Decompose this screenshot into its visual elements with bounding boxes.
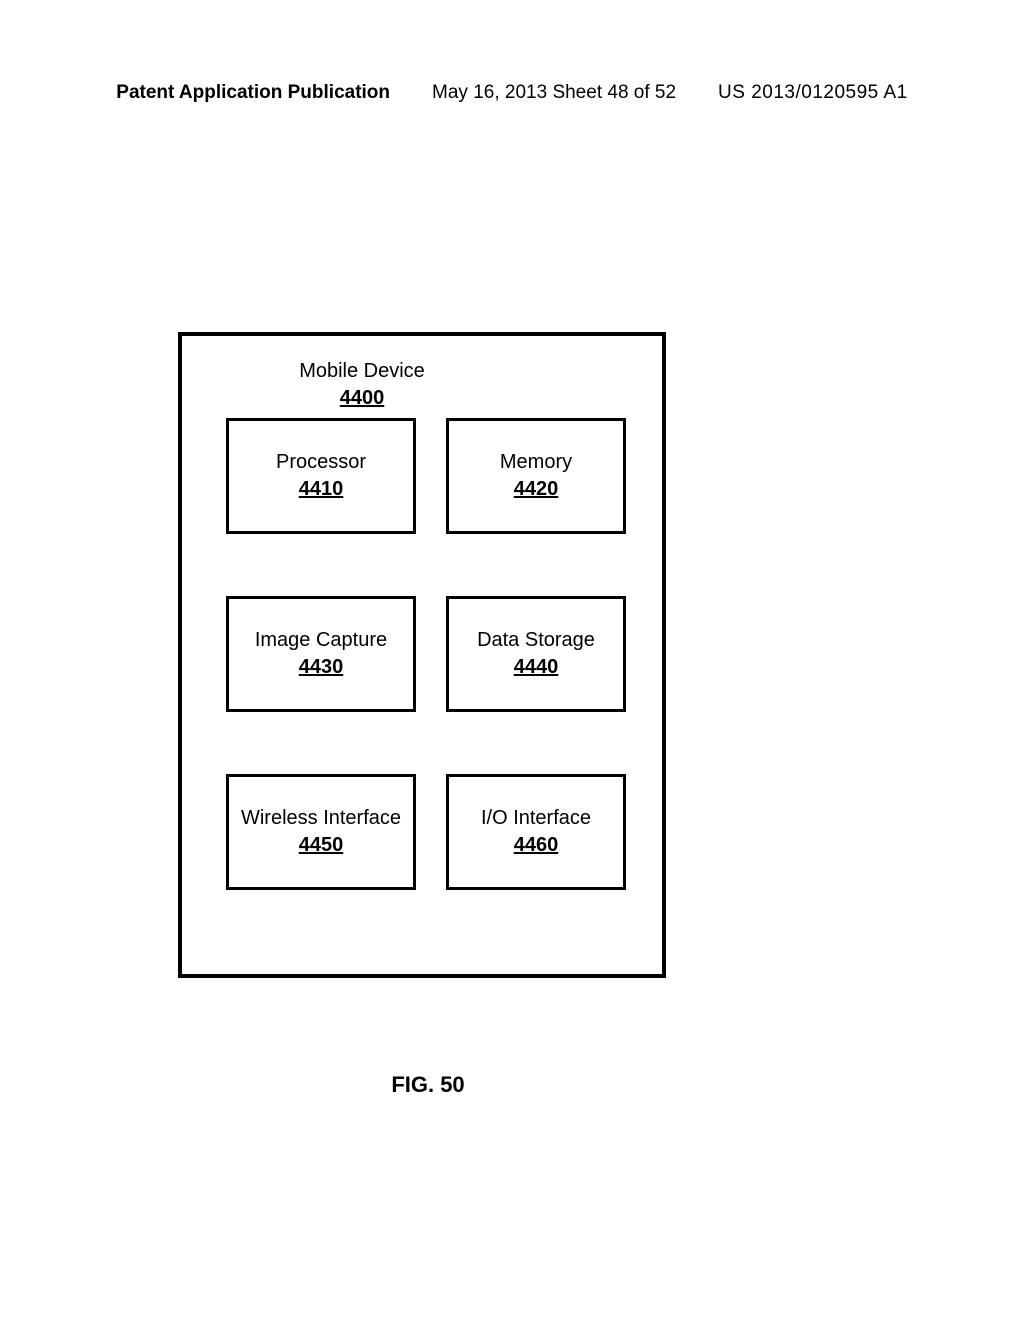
page-header: Patent Application Publication May 16, 2… xyxy=(0,82,1024,104)
component-box: I/O Interface 4460 xyxy=(446,774,626,890)
component-label: Wireless Interface xyxy=(241,807,401,830)
component-box: Image Capture 4430 xyxy=(226,596,416,712)
component-label: Memory xyxy=(500,451,572,474)
component-label: Image Capture xyxy=(255,629,387,652)
component-ref: 4430 xyxy=(299,656,344,679)
component-box: Data Storage 4440 xyxy=(446,596,626,712)
mobile-device-title: Mobile Device 4400 xyxy=(282,360,442,410)
figure-caption: FIG. 50 xyxy=(378,1072,478,1098)
header-middle: May 16, 2013 Sheet 48 of 52 xyxy=(432,82,676,104)
mobile-device-ref: 4400 xyxy=(340,387,385,409)
component-label: I/O Interface xyxy=(481,807,591,830)
component-label: Data Storage xyxy=(477,629,595,652)
component-ref: 4410 xyxy=(299,478,344,501)
component-ref: 4440 xyxy=(514,656,559,679)
component-box: Wireless Interface 4450 xyxy=(226,774,416,890)
component-label: Processor xyxy=(276,451,366,474)
component-box: Processor 4410 xyxy=(226,418,416,534)
component-ref: 4450 xyxy=(299,834,344,857)
mobile-device-label: Mobile Device xyxy=(282,360,442,383)
header-left: Patent Application Publication xyxy=(116,82,390,104)
component-box: Memory 4420 xyxy=(446,418,626,534)
component-ref: 4460 xyxy=(514,834,559,857)
component-ref: 4420 xyxy=(514,478,559,501)
header-right: US 2013/0120595 A1 xyxy=(718,82,908,104)
